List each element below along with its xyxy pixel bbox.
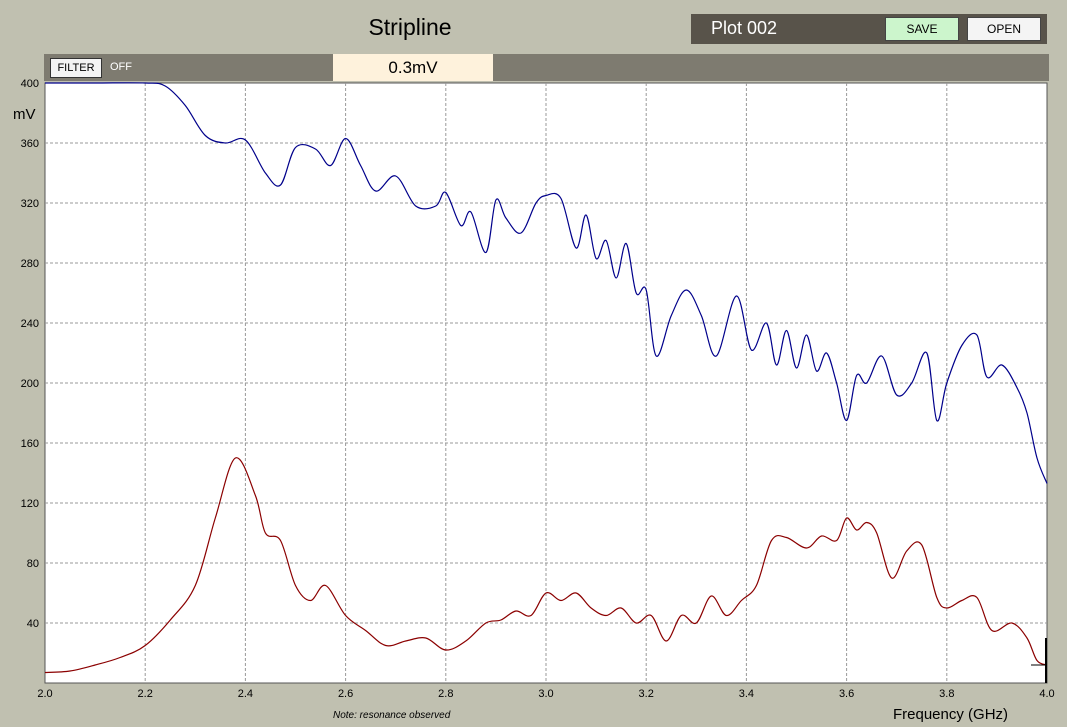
y-tick-label: 400	[21, 78, 39, 90]
x-tick-label: 3.6	[839, 688, 854, 700]
x-tick-label: 2.0	[37, 688, 52, 700]
plot-name: Plot 002	[711, 18, 778, 38]
y-tick-label: 280	[21, 258, 39, 270]
filter-state: OFF	[110, 61, 132, 73]
y-tick-label: 360	[21, 138, 39, 150]
y-tick-label: 40	[27, 618, 39, 630]
grid-lines	[45, 83, 1047, 683]
x-tick-label: 2.2	[138, 688, 153, 700]
x-tick-label: 3.8	[939, 688, 954, 700]
x-tick-label: 2.4	[238, 688, 253, 700]
save-button[interactable]: SAVE	[885, 17, 959, 41]
y-tick-label: 80	[27, 558, 39, 570]
y-tick-label: 120	[21, 498, 39, 510]
series-group	[44, 82, 1048, 674]
x-tick-label: 3.2	[639, 688, 654, 700]
y-axis-label: mV	[13, 106, 36, 123]
x-axis-label: Frequency (GHz)	[893, 706, 1009, 723]
plot-toolbar: FILTER OFF 0.3mV	[44, 54, 1049, 81]
open-button[interactable]: OPEN	[967, 17, 1041, 41]
x-tick-label: 4.0	[1039, 688, 1054, 700]
x-tick-label: 2.8	[438, 688, 453, 700]
axis-ticks: 2.0 2.2 2.4 2.6 2.8 3.0 3.2 3.4 3.6 3.8 4.0 40 80 120…	[21, 78, 1055, 700]
chart-title: Stripline	[368, 14, 452, 40]
x-tick-label: 3.0	[538, 688, 553, 700]
series-line-lower	[44, 457, 1048, 674]
y-tick-label: 240	[21, 318, 39, 330]
x-tick-label: 3.4	[739, 688, 754, 700]
x-tick-label: 2.6	[338, 688, 353, 700]
y-tick-label: 160	[21, 438, 39, 450]
filter-button[interactable]: FILTER	[50, 58, 102, 78]
chart-note: Note: resonance observed	[333, 710, 451, 721]
y-tick-label: 320	[21, 198, 39, 210]
series-line-upper	[45, 82, 1048, 484]
value-readout: 0.3mV	[333, 54, 493, 81]
y-tick-label: 200	[21, 378, 39, 390]
plot-panel: Plot 002 SAVE OPEN	[691, 14, 1047, 44]
